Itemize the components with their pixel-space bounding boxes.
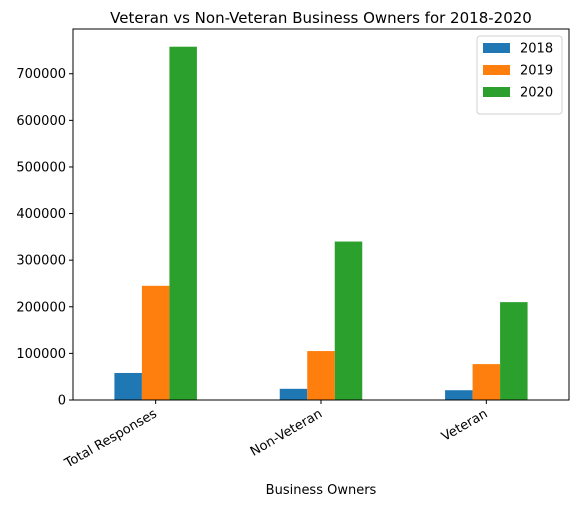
legend-label: 2020: [520, 86, 553, 101]
legend: 2018 2019 2020: [476, 35, 563, 115]
y-tick-label: 500000: [16, 160, 66, 175]
legend-label: 2019: [520, 64, 553, 79]
x-tick-label: Veteran: [439, 406, 490, 444]
bar-2018-non-veteran: [279, 388, 308, 400]
y-tick-label: 600000: [16, 114, 66, 129]
bars-layer: [114, 46, 528, 400]
bar-2018-veteran: [445, 390, 473, 400]
bar-2019-total-responses: [141, 285, 170, 400]
legend-label: 2018: [520, 42, 553, 57]
y-tick-label: 0: [58, 394, 66, 409]
chart-title: Veteran vs Non-Veteran Business Owners f…: [110, 9, 532, 27]
bar-2019-veteran: [472, 364, 501, 400]
legend-swatch: [483, 87, 510, 97]
bar-2018-total-responses: [114, 372, 142, 400]
bar-2020-veteran: [500, 302, 528, 400]
legend-swatch: [483, 65, 510, 75]
legend-swatch: [483, 43, 510, 53]
y-tick-label: 100000: [16, 347, 66, 362]
x-tick-label: Non-Veteran: [248, 406, 325, 459]
x-axis-label: Business Owners: [266, 483, 377, 498]
y-tick-label: 400000: [16, 207, 66, 222]
bar-2019-non-veteran: [307, 351, 335, 400]
y-tick-label: 200000: [16, 300, 66, 315]
bar-2020-total-responses: [169, 46, 197, 400]
y-axis: 0 100000 200000 300000 400000 500000 600000 700…: [16, 67, 73, 409]
bar-2020-non-veteran: [334, 241, 363, 400]
y-tick-label: 700000: [16, 67, 66, 82]
x-tick-label: Total Responses: [61, 406, 159, 471]
y-tick-label: 300000: [16, 254, 66, 269]
x-axis: Total Responses Non-Veteran Veteran: [61, 400, 490, 472]
